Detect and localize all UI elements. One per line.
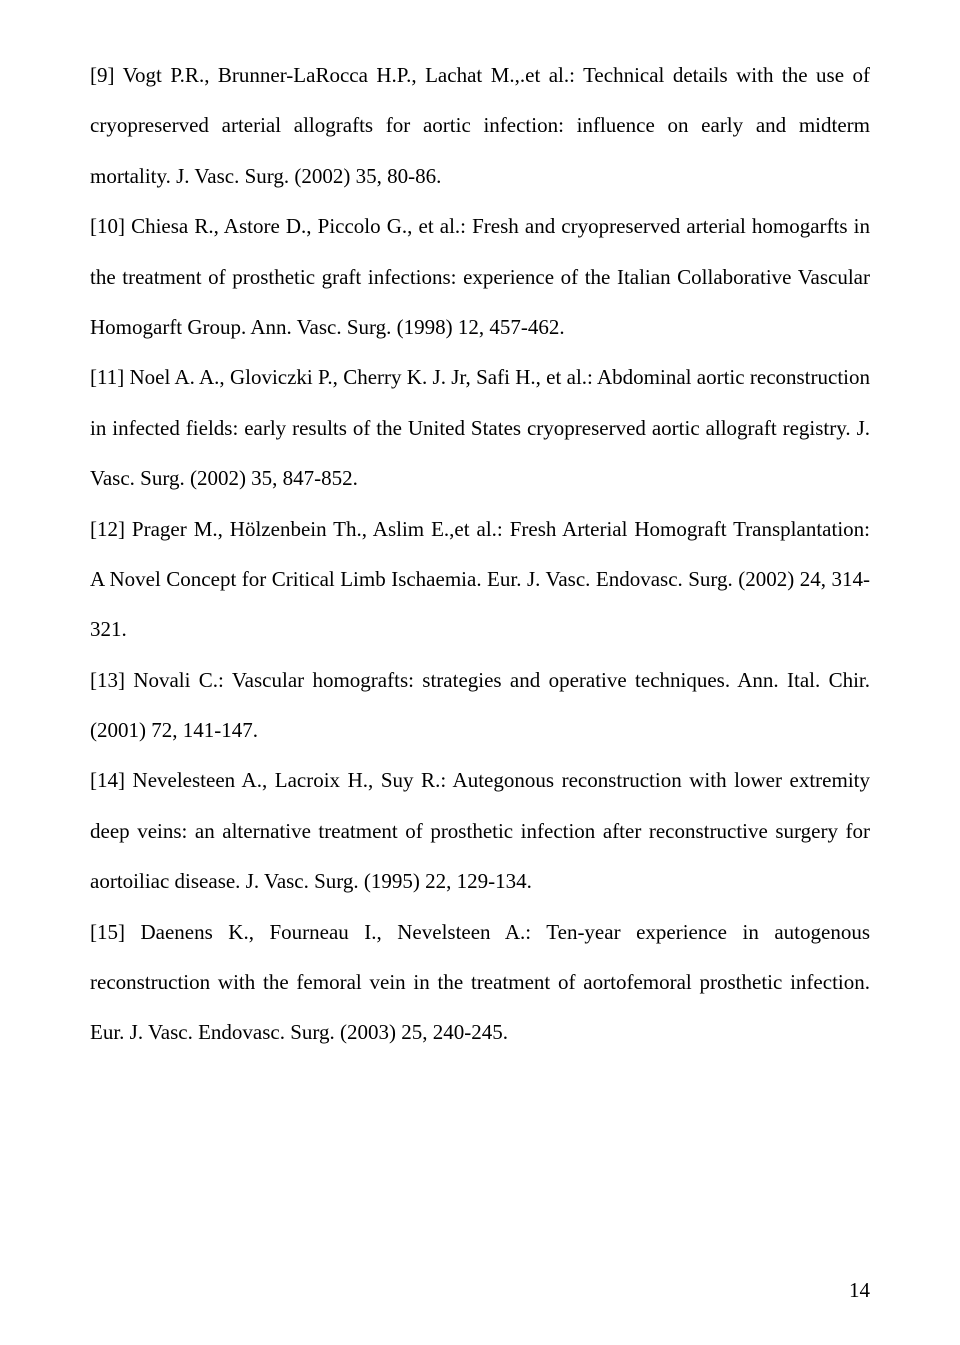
reference-11: [11] Noel A. A., Gloviczki P., Cherry K.…	[90, 352, 870, 503]
reference-15: [15] Daenens K., Fourneau I., Nevelsteen…	[90, 907, 870, 1058]
page-number: 14	[849, 1265, 870, 1315]
reference-13: [13] Novali C.: Vascular homografts: str…	[90, 655, 870, 756]
reference-14: [14] Nevelesteen A., Lacroix H., Suy R.:…	[90, 755, 870, 906]
reference-12: [12] Prager M., Hölzenbein Th., Aslim E.…	[90, 504, 870, 655]
reference-9: [9] Vogt P.R., Brunner-LaRocca H.P., Lac…	[90, 50, 870, 201]
reference-10: [10] Chiesa R., Astore D., Piccolo G., e…	[90, 201, 870, 352]
